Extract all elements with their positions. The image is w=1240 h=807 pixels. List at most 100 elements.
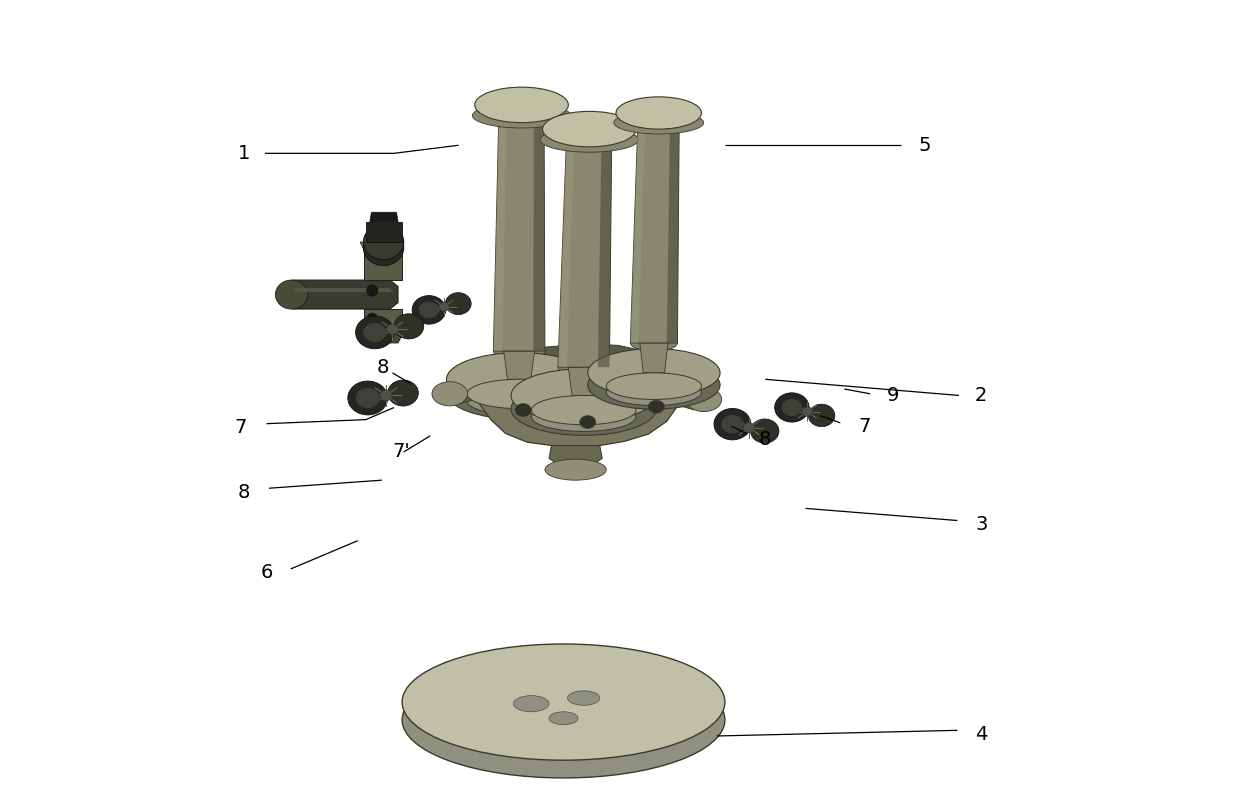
Ellipse shape	[630, 335, 677, 351]
Ellipse shape	[363, 230, 404, 266]
Text: 6: 6	[260, 563, 273, 583]
Ellipse shape	[544, 459, 606, 480]
Ellipse shape	[367, 285, 378, 296]
Ellipse shape	[402, 662, 725, 778]
Ellipse shape	[412, 295, 445, 324]
Text: 2: 2	[975, 386, 987, 405]
Ellipse shape	[379, 390, 392, 401]
Text: 4: 4	[975, 725, 987, 744]
Ellipse shape	[722, 415, 744, 433]
Ellipse shape	[808, 404, 835, 427]
Ellipse shape	[410, 651, 717, 753]
Ellipse shape	[432, 382, 467, 406]
Polygon shape	[677, 381, 702, 410]
Polygon shape	[503, 344, 645, 371]
Polygon shape	[568, 367, 599, 395]
Polygon shape	[366, 222, 402, 242]
Ellipse shape	[686, 387, 722, 412]
Ellipse shape	[446, 366, 591, 420]
Ellipse shape	[775, 393, 808, 422]
Ellipse shape	[750, 419, 779, 443]
Ellipse shape	[466, 386, 572, 416]
Ellipse shape	[445, 293, 471, 315]
Ellipse shape	[568, 691, 600, 705]
Text: 7': 7'	[392, 442, 410, 462]
Ellipse shape	[714, 408, 751, 440]
Text: 1: 1	[238, 144, 250, 163]
Polygon shape	[355, 387, 418, 404]
Ellipse shape	[781, 399, 802, 416]
Polygon shape	[503, 351, 534, 379]
Ellipse shape	[588, 349, 720, 397]
Ellipse shape	[558, 358, 609, 376]
Ellipse shape	[347, 381, 388, 415]
Polygon shape	[630, 113, 645, 343]
Polygon shape	[362, 320, 423, 338]
Ellipse shape	[419, 302, 439, 318]
Ellipse shape	[515, 404, 531, 416]
Polygon shape	[450, 377, 482, 404]
Ellipse shape	[541, 128, 639, 153]
Polygon shape	[780, 401, 835, 422]
Polygon shape	[667, 113, 680, 343]
Ellipse shape	[356, 316, 394, 349]
Text: 8: 8	[759, 430, 771, 449]
Polygon shape	[365, 309, 402, 335]
Ellipse shape	[402, 644, 725, 760]
Polygon shape	[418, 298, 471, 316]
Polygon shape	[630, 113, 680, 343]
Ellipse shape	[367, 313, 378, 324]
Ellipse shape	[387, 324, 398, 334]
Polygon shape	[598, 129, 611, 367]
Ellipse shape	[606, 379, 702, 405]
Ellipse shape	[446, 353, 591, 406]
Polygon shape	[494, 105, 507, 351]
Polygon shape	[549, 445, 603, 468]
Text: 7: 7	[858, 416, 870, 436]
Ellipse shape	[475, 87, 568, 123]
Polygon shape	[533, 105, 544, 351]
Ellipse shape	[549, 712, 578, 725]
Ellipse shape	[466, 379, 572, 408]
Ellipse shape	[511, 369, 656, 422]
Ellipse shape	[532, 402, 636, 432]
Ellipse shape	[614, 111, 703, 134]
Text: 9: 9	[887, 386, 899, 405]
Polygon shape	[491, 375, 649, 428]
Ellipse shape	[439, 302, 449, 312]
Ellipse shape	[472, 103, 570, 128]
Text: 5: 5	[919, 136, 931, 155]
Polygon shape	[640, 343, 668, 373]
Ellipse shape	[606, 373, 702, 399]
Polygon shape	[286, 280, 398, 309]
Text: 8: 8	[376, 358, 388, 377]
Polygon shape	[293, 288, 394, 292]
Ellipse shape	[543, 111, 636, 147]
Ellipse shape	[513, 696, 549, 712]
Polygon shape	[360, 242, 402, 250]
Text: 7: 7	[234, 418, 247, 437]
Polygon shape	[370, 212, 398, 222]
Ellipse shape	[532, 395, 636, 424]
Text: 3: 3	[975, 515, 987, 534]
Ellipse shape	[363, 224, 404, 260]
Ellipse shape	[275, 280, 308, 309]
Polygon shape	[365, 250, 402, 280]
Ellipse shape	[802, 407, 812, 416]
Ellipse shape	[616, 97, 702, 129]
Ellipse shape	[744, 423, 755, 433]
Ellipse shape	[649, 400, 665, 413]
Text: 8: 8	[238, 483, 250, 502]
Ellipse shape	[494, 342, 544, 360]
Ellipse shape	[588, 361, 720, 409]
Polygon shape	[558, 129, 574, 367]
Polygon shape	[558, 129, 611, 367]
Polygon shape	[360, 335, 402, 343]
Polygon shape	[719, 418, 779, 437]
Ellipse shape	[511, 383, 656, 435]
Ellipse shape	[579, 416, 595, 429]
Ellipse shape	[363, 323, 387, 342]
Ellipse shape	[356, 388, 379, 408]
Ellipse shape	[388, 380, 418, 406]
Ellipse shape	[394, 314, 424, 339]
